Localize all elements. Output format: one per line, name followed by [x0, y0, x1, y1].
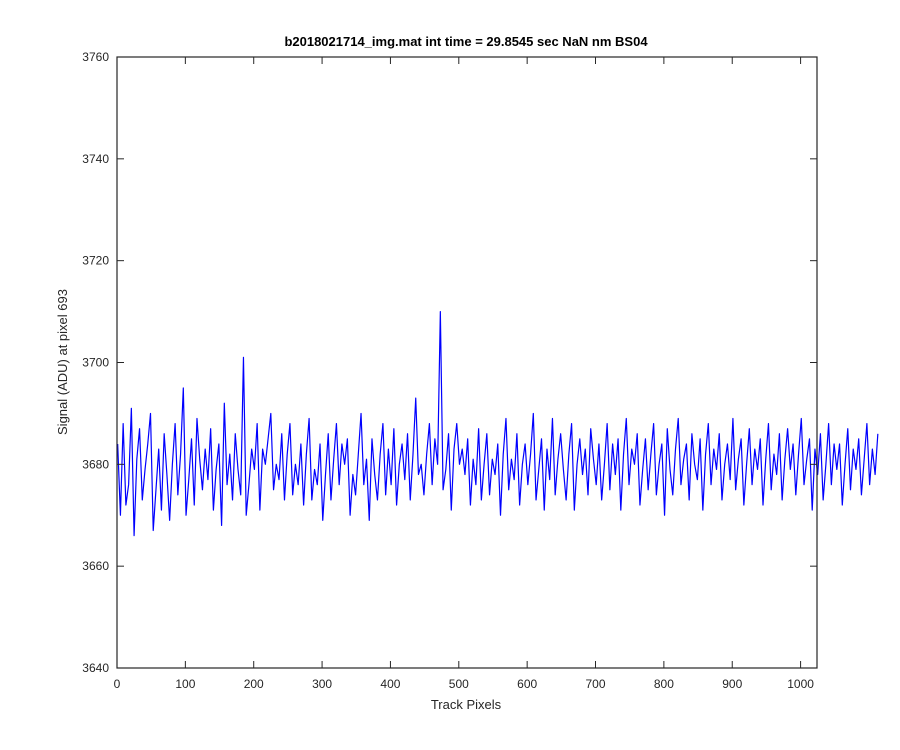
signal-series-line — [117, 310, 879, 537]
chart-title: b2018021714_img.mat int time = 29.8545 s… — [284, 34, 648, 49]
y-tick-label: 3660 — [82, 559, 109, 573]
y-tick-label: 3700 — [82, 356, 109, 370]
x-tick-label: 300 — [312, 677, 332, 691]
x-tick-label: 200 — [244, 677, 264, 691]
y-tick-label: 3720 — [82, 254, 109, 268]
y-axis-label: Signal (ADU) at pixel 693 — [55, 289, 70, 435]
ticks-layer: 0 100 200 300 400 500 600 700 800 900 1000 3640 3660… — [82, 50, 817, 691]
y-tick-label: 3740 — [82, 152, 109, 166]
x-tick-label: 1000 — [787, 677, 814, 691]
x-tick-label: 500 — [449, 677, 469, 691]
x-tick-label: 600 — [517, 677, 537, 691]
series-layer — [117, 310, 879, 537]
x-tick-label: 0 — [114, 677, 121, 691]
x-tick-label: 900 — [722, 677, 742, 691]
y-tick-label: 3640 — [82, 661, 109, 675]
y-tick-label: 3760 — [82, 50, 109, 64]
axes-box — [116, 56, 818, 669]
x-tick-label: 100 — [175, 677, 195, 691]
x-tick-label: 800 — [654, 677, 674, 691]
x-tick-label: 400 — [380, 677, 400, 691]
y-tick-label: 3680 — [82, 457, 109, 471]
x-axis-label: Track Pixels — [431, 697, 502, 712]
x-tick-label: 700 — [586, 677, 606, 691]
plot-area — [117, 57, 817, 668]
